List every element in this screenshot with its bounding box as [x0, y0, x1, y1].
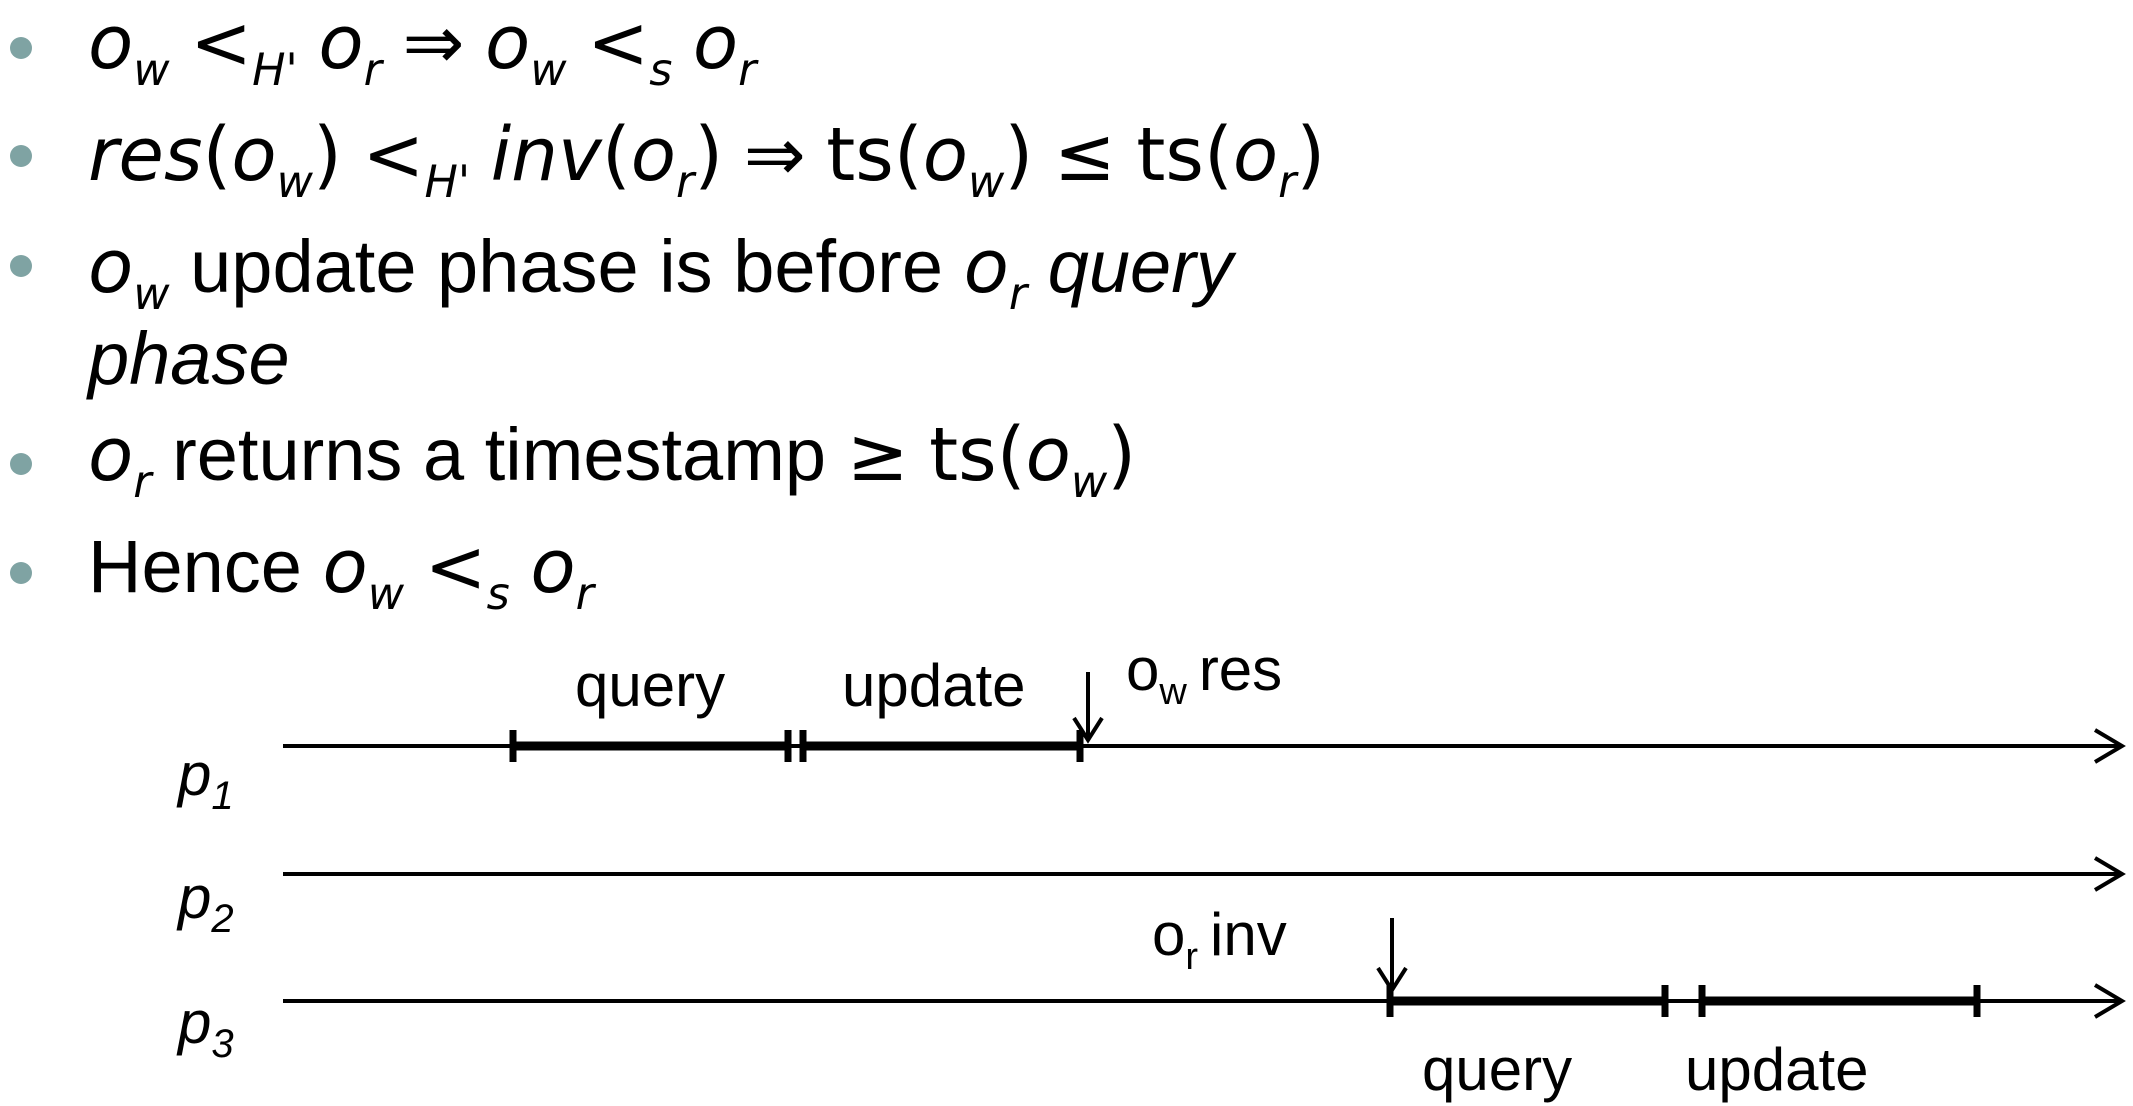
bullet-dot-1 — [10, 37, 32, 59]
implies-symbol: ⇒ — [743, 112, 806, 198]
process-label-p1: p1 — [176, 741, 234, 818]
bullet-text-italic: query — [1047, 225, 1233, 308]
phase-label-p1-query: query — [575, 652, 725, 719]
math-subscript: w — [367, 568, 405, 620]
math-subscript: w — [968, 156, 1005, 208]
math-symbol: o — [322, 524, 368, 610]
math-operator: < — [362, 112, 425, 198]
math-operator: < — [424, 524, 487, 610]
math-subscript: H' — [424, 156, 471, 208]
bullet-text: Hence — [88, 525, 302, 608]
down-arrow-head — [1376, 966, 1408, 994]
phase-label-p1-update: update — [842, 652, 1026, 719]
math-symbol: o — [88, 412, 134, 498]
bullet-3-continued: phase — [88, 322, 290, 396]
math-symbol: o — [530, 524, 576, 610]
math-paren: ( — [1203, 112, 1233, 198]
math-function: ts — [1136, 112, 1204, 198]
math-subscript: w — [133, 268, 170, 320]
math-symbol: o — [922, 112, 969, 198]
math-symbol: o — [88, 224, 134, 310]
bullet-text-italic: phase — [88, 317, 290, 400]
bullet-4: or returns a timestamp ≥ ts(ow) — [88, 418, 1136, 505]
math-subscript: r — [133, 456, 152, 508]
bullet-3: ow update phase is before or query — [88, 230, 1233, 317]
bullet-2: res(ow) <H' inv(or) ⇒ ts(ow) ≤ ts(or) — [88, 118, 1325, 205]
math-paren: ( — [202, 112, 232, 198]
math-subscript: w — [1070, 456, 1108, 508]
math-subscript: H' — [252, 44, 298, 96]
math-operator: ≤ — [1053, 112, 1116, 198]
math-function: inv — [490, 112, 602, 198]
math-paren: ( — [601, 112, 631, 198]
math-subscript: r — [575, 568, 594, 620]
arrowhead-p1 — [2093, 728, 2126, 764]
math-operator: < — [190, 0, 253, 86]
math-symbol: o — [231, 112, 277, 198]
math-subscript: w — [276, 156, 313, 208]
math-operator: ≥ — [846, 412, 909, 498]
math-paren: ( — [996, 412, 1026, 498]
bullet-text: update phase is before — [190, 225, 944, 308]
math-symbol: o — [1232, 112, 1279, 198]
math-subscript: r — [738, 44, 757, 96]
math-subscript: r — [1008, 268, 1028, 320]
phase-label-p3-update: update — [1685, 1036, 1869, 1103]
bullet-5: Hence ow <s or — [88, 530, 594, 617]
process-label-p3: p3 — [176, 989, 234, 1066]
math-symbol: o — [963, 224, 1009, 310]
math-function: ts — [929, 412, 997, 498]
math-subscript: w — [133, 44, 170, 96]
math-paren: ) — [312, 112, 342, 198]
arrowhead-p3 — [2093, 983, 2126, 1019]
math-symbol: o — [1025, 412, 1071, 498]
implies-symbol: ⇒ — [402, 0, 465, 86]
phase-label-p3-query: query — [1422, 1036, 1572, 1103]
bullet-dot-3 — [10, 255, 32, 277]
math-paren: ) — [1004, 112, 1034, 198]
bullet-dot-5 — [10, 562, 32, 584]
math-paren: ) — [694, 112, 724, 198]
ow-res-label: ow res — [1126, 636, 1282, 713]
math-symbol: o — [318, 0, 364, 86]
bullet-dot-2 — [10, 145, 32, 167]
arrowhead-p2 — [2093, 856, 2126, 892]
or-inv-label: or inv — [1152, 901, 1287, 978]
math-subscript: s — [649, 44, 673, 96]
math-paren: ) — [1107, 412, 1137, 498]
math-symbol: o — [88, 0, 134, 86]
math-operator: < — [587, 0, 650, 86]
bullet-1: ow <H' or ⇒ ow <s or — [88, 6, 756, 93]
math-function: res — [88, 112, 203, 198]
math-paren: ) — [1296, 112, 1326, 198]
math-symbol: o — [485, 0, 531, 86]
math-subscript: s — [486, 568, 510, 620]
process-label-p2: p2 — [176, 864, 234, 941]
bullet-text: returns a timestamp — [172, 413, 827, 496]
down-arrow-head — [1072, 716, 1104, 744]
math-symbol: o — [692, 0, 739, 86]
math-subscript: r — [363, 44, 382, 96]
bullet-dot-4 — [10, 453, 32, 475]
math-symbol: o — [630, 112, 677, 198]
math-subscript: r — [676, 156, 695, 208]
math-function: ts — [826, 112, 894, 198]
math-paren: ( — [893, 112, 923, 198]
math-subscript: w — [530, 44, 567, 96]
math-subscript: r — [1278, 156, 1297, 208]
